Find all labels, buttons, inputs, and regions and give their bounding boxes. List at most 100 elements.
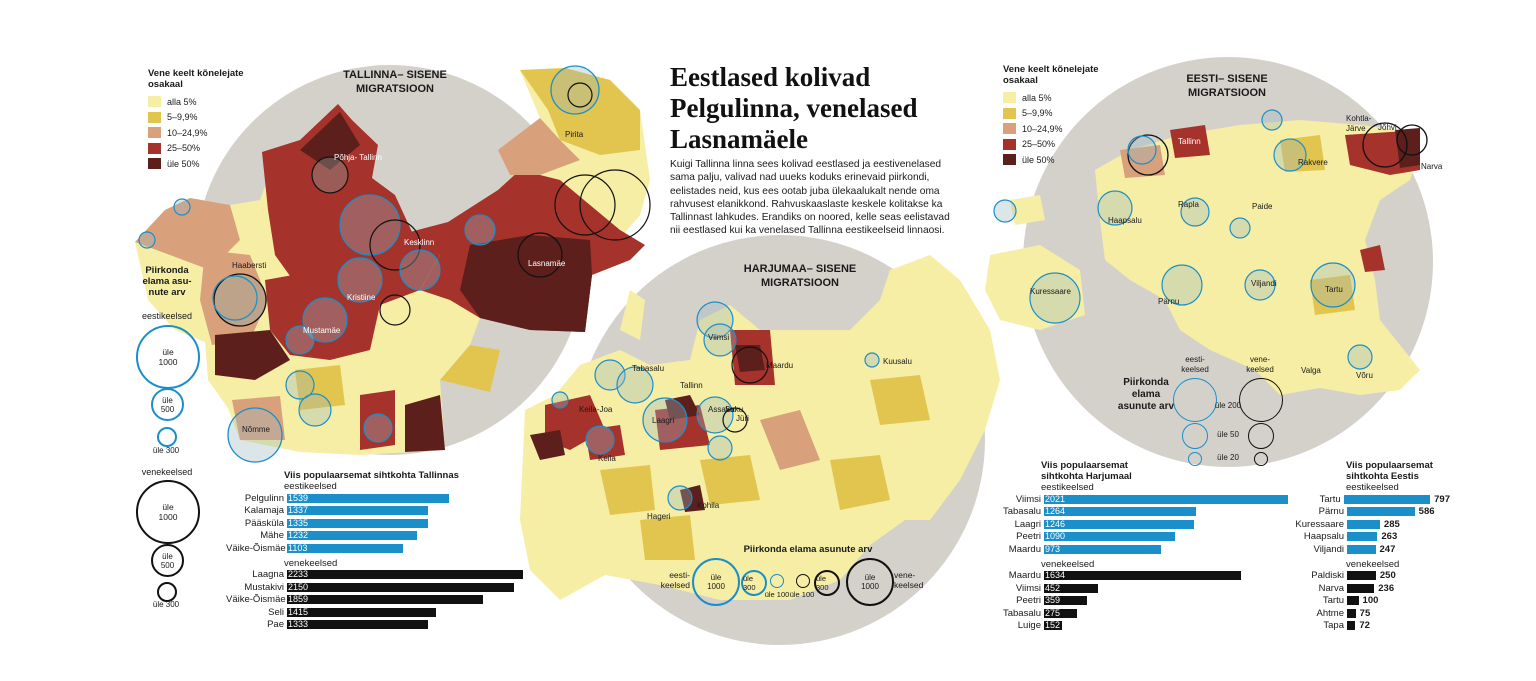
bar-category-label: Maardu [1008, 570, 1041, 582]
bar-category-label: Luige [1017, 620, 1041, 632]
place-label: Nõmme [242, 425, 271, 434]
estonia-size-circle-est-50 [1182, 423, 1208, 449]
bar-value: 152 [1045, 620, 1061, 631]
bar-row: Peetri 1090 [983, 531, 1293, 544]
harju-size-circle-rus-1000: üle 1000 [846, 558, 894, 606]
bar-category-label: Pääsküla [244, 517, 284, 529]
place-label: Tallinn [680, 381, 703, 390]
size-label: üle 1000 [707, 573, 725, 591]
size-label: üle 1000 [861, 573, 879, 591]
place-label: Laagri [652, 416, 675, 425]
bar [1347, 571, 1376, 581]
bar-category-label: Laagri [1014, 518, 1041, 530]
bar-value: 100 [1362, 595, 1379, 607]
legend-item: 5–9,9% [1003, 106, 1103, 122]
bar-row: Pelgulinn 1539 [226, 492, 526, 505]
chart-title: Viis populaarsemat sihtkohta Harjumaal [1041, 460, 1132, 482]
bar-row: Väike-Õismäe 1103 [226, 542, 526, 555]
place-label: Pärnu [1158, 297, 1180, 306]
bar-value: 586 [1418, 506, 1435, 518]
bar-value: 250 [1379, 570, 1396, 582]
legend-item: 25–50% [148, 141, 248, 157]
harju-map [520, 255, 1000, 600]
bar-value: 75 [1359, 607, 1371, 619]
bar-row: Laagna 2233 [226, 569, 526, 582]
bar-chart-harju: Viis populaarsemat sihtkohta Harjumaal ee… [983, 460, 1293, 632]
bar-category-label: Maardu [1008, 543, 1041, 555]
bar-value: 263 [1381, 531, 1398, 543]
swatch-alla5 [148, 96, 161, 108]
harju-migration-circles [551, 301, 880, 511]
bar-category-label: Mähe [260, 530, 284, 542]
swatch-10-24 [148, 127, 161, 139]
place-label: Assaku [708, 405, 735, 414]
harju-map-title: HARJUMAA– SISENE MIGRATSIOON [743, 263, 857, 289]
place-label: Jüri [736, 414, 749, 423]
bar-value: 1264 [1045, 506, 1066, 517]
place-label: Kesklinn [404, 238, 435, 247]
place-label: Rapla [1178, 200, 1199, 209]
legend-item: alla 5% [148, 94, 248, 110]
bar-value: 1337 [288, 505, 309, 516]
place-label: Hageri [647, 512, 671, 521]
estonia-map [985, 120, 1420, 395]
place-label: Lasnamäe [528, 259, 566, 268]
harju-size-circle-est-1000: üle 1000 [692, 558, 740, 606]
legend-right: Vene keelt kõnelejate osakaal alla 5% 5–… [1003, 64, 1103, 168]
size-legend-estonia-rus-label: vene- keelsed [1246, 355, 1274, 374]
bar-value: 1103 [288, 542, 308, 553]
estonia-migration-circles [993, 109, 1428, 370]
bar-value: 236 [1378, 582, 1395, 594]
bar: 1415 [287, 607, 437, 617]
size-circle-est-500: üle 500 [151, 388, 184, 421]
place-label: Põhja- Tallinn [334, 153, 382, 162]
bar-category-label: Tapa [1323, 620, 1344, 632]
size-label: üle 300 [152, 600, 180, 609]
bar-value: 1539 [288, 492, 309, 503]
bar-value: 1232 [288, 530, 309, 541]
bar: 2021 [1044, 493, 1288, 504]
bar-category-label: Viimsi [1015, 493, 1041, 505]
bar-category-label: Laagna [252, 569, 284, 581]
bar: 1103 [287, 542, 404, 553]
series-label: eestikeelsed [1041, 482, 1094, 493]
bar: 1333 [287, 619, 428, 630]
bar [1347, 532, 1378, 542]
bar-category-label: Ahtme [1316, 607, 1344, 619]
place-label: Keila-Joa [579, 405, 613, 414]
size-label: üle 500 [160, 551, 175, 570]
place-label: Mustamäe [303, 326, 341, 335]
bar-row: Viljandi 247 [1290, 543, 1450, 556]
bar-row: Narva 236 [1290, 582, 1450, 595]
bar-category-label: Narva [1318, 582, 1344, 594]
bar: 1859 [287, 594, 484, 605]
bar: 452 [1044, 583, 1099, 593]
headline: Eestlased kolivad Pelgulinna, venelased … [670, 62, 918, 154]
bar-category-label: Peetri [1016, 595, 1041, 607]
bar-category-label: Väike-Õismäe [226, 594, 286, 606]
bar-row: Pääsküla 1335 [226, 517, 526, 530]
bar [1347, 583, 1375, 593]
bar: 1264 [1044, 506, 1197, 517]
bar-value: 1246 [1045, 518, 1066, 529]
bar-category-label: Haapsalu [1303, 531, 1344, 543]
intro-text: Kuigi Tallinna linna sees kolivad eestla… [670, 159, 950, 237]
swatch-10-24 [1003, 123, 1016, 135]
bar-category-label: Peetri [1016, 531, 1041, 543]
bar-value: 2021 [1045, 493, 1066, 504]
bar [1347, 596, 1359, 606]
chart-title: Viis populaarsemat sihtkohta Eestis [1346, 460, 1433, 482]
estonia-map-title: EESTI– SISENE MIGRATSIOON [1186, 73, 1268, 99]
bar-row: Luige 152 [983, 620, 1293, 633]
bar [1347, 507, 1415, 517]
bar [1347, 519, 1380, 529]
bar-row: Seli 1415 [226, 606, 526, 619]
bar-value: 1335 [288, 517, 309, 528]
bar-value: 2150 [288, 581, 309, 592]
series-label: venekeelsed [1041, 558, 1095, 570]
series-label: venekeelsed [1346, 558, 1400, 570]
legend-label: 10–24,9% [1022, 123, 1063, 134]
place-label: Viljandi [1251, 279, 1277, 288]
harju-size-circle-est-100 [770, 574, 784, 588]
